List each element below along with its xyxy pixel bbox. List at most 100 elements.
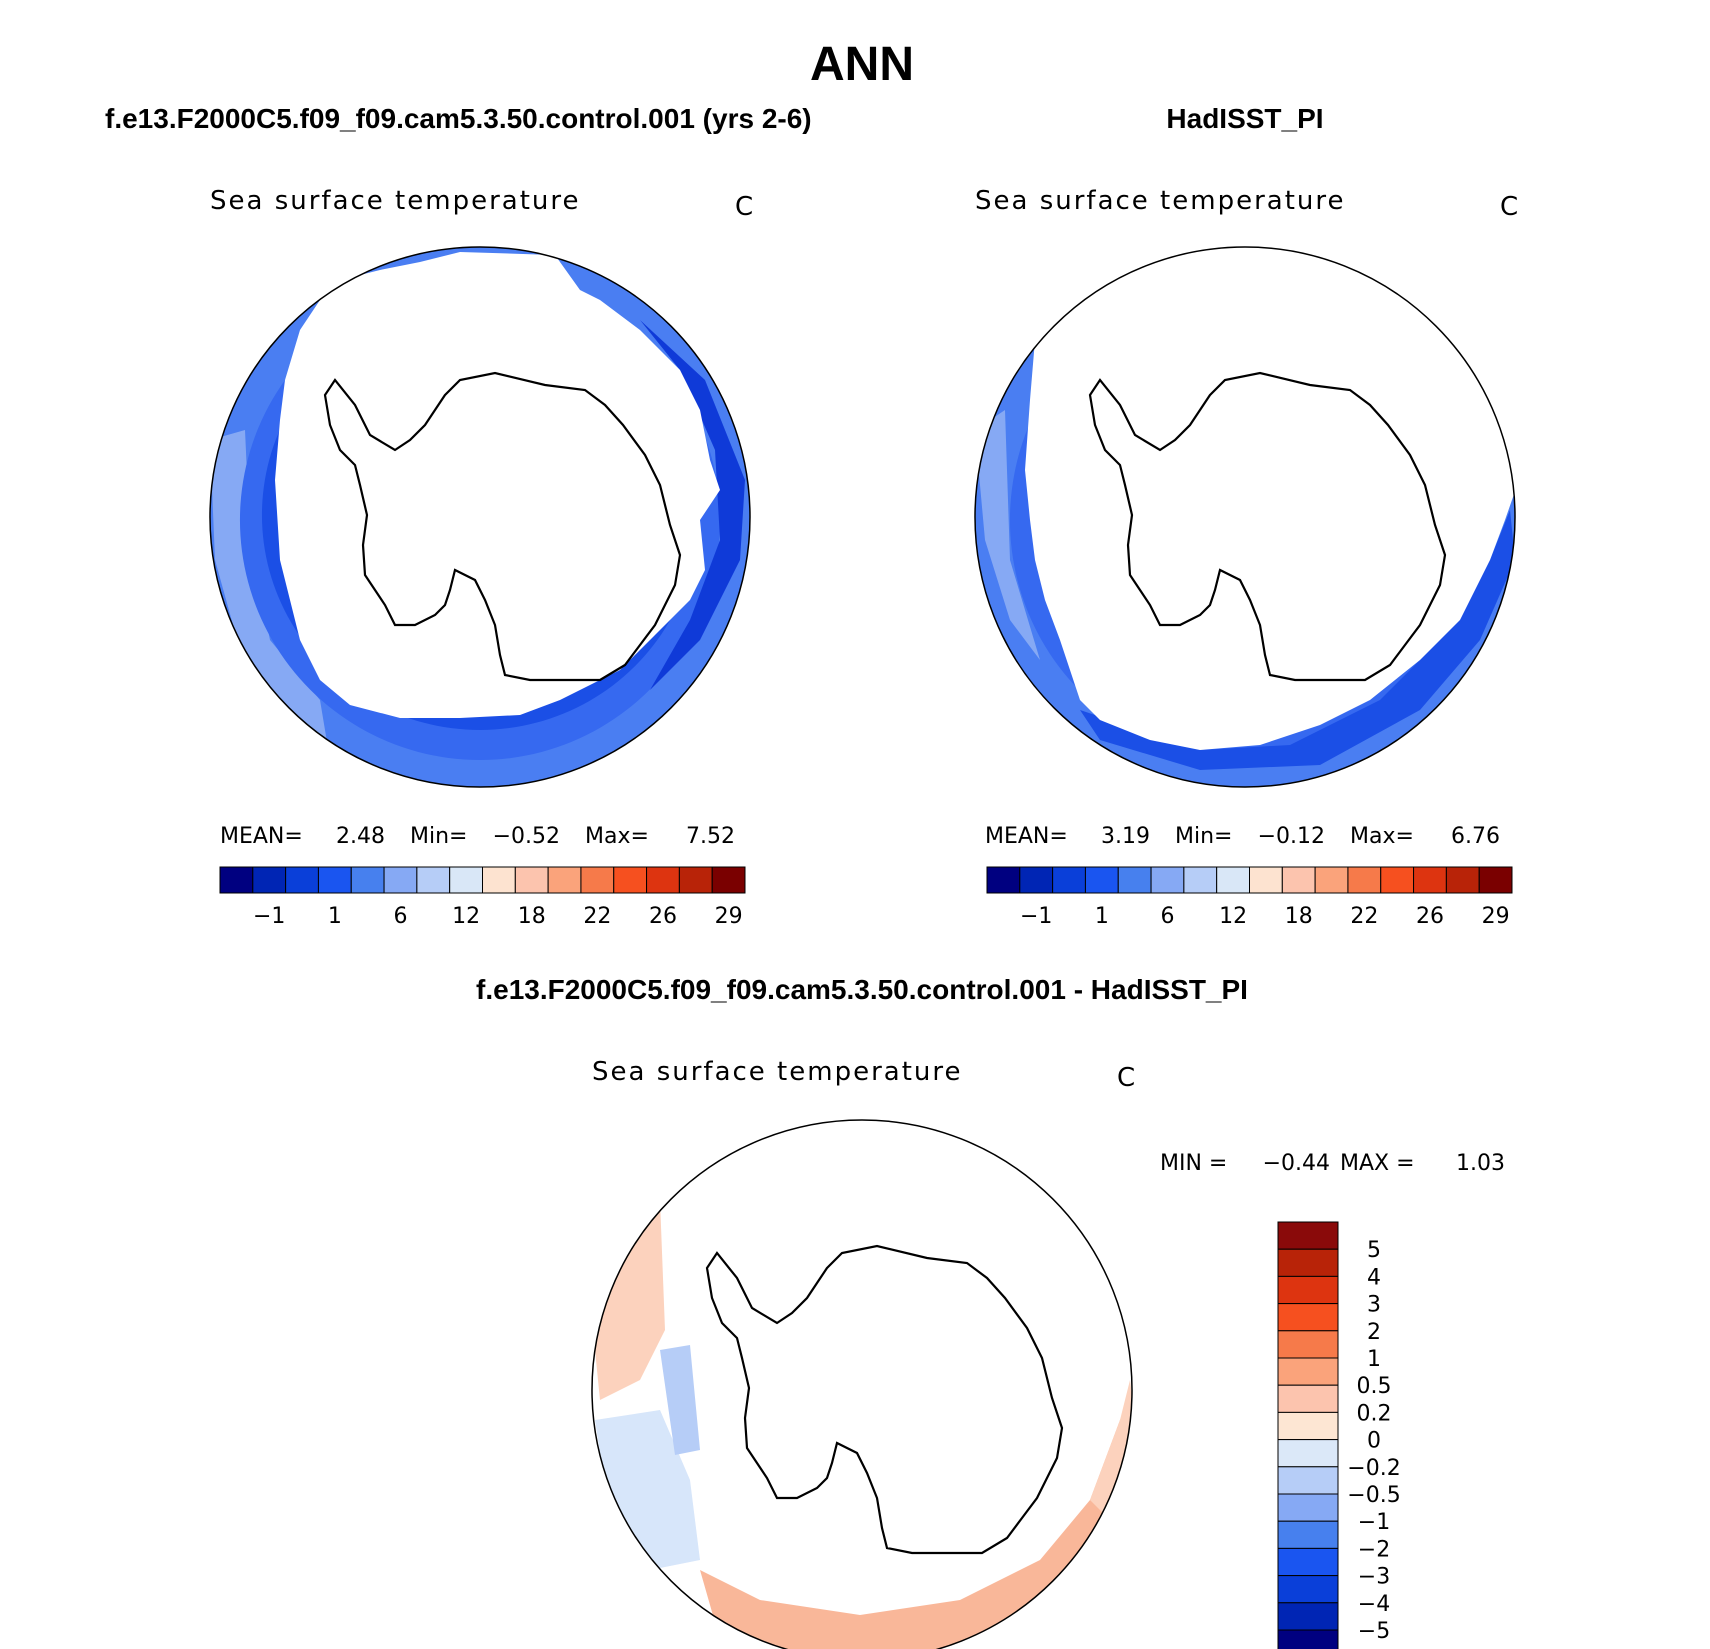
stat-min-label: MIN = (1160, 1151, 1227, 1176)
colorbar-tick-label: −2 (1358, 1537, 1390, 1562)
colorbar-swatch (1277, 1411, 1339, 1441)
colorbar-tick-label: 1 (328, 904, 342, 929)
colorbar-model: −1 1 6 12 18 22 26 29 (219, 866, 746, 929)
stats-row-difference: MIN = −0.44 MAX = 1.03 (1160, 1151, 1505, 1176)
colorbar-swatch (514, 866, 549, 894)
colorbar-swatch (1277, 1602, 1339, 1631)
colorbar-swatch (1281, 866, 1316, 894)
stat-max-label: MAX = (1340, 1151, 1415, 1176)
variable-label-observed: Sea surface temperature (975, 186, 1345, 216)
colorbar-swatch (1277, 1275, 1339, 1305)
colorbar-tick-label: −0.5 (1347, 1483, 1400, 1508)
colorbar-swatch (1150, 866, 1185, 894)
colorbar-tick-label: 29 (715, 904, 743, 929)
colorbar-tick-label: 12 (452, 904, 480, 929)
colorbar-swatch (613, 866, 648, 894)
colorbar-tick-label: 0.5 (1357, 1374, 1392, 1399)
colorbar-tick-label: −1 (1020, 904, 1052, 929)
colorbar-swatch (1277, 1520, 1339, 1549)
colorbar-swatch (1277, 1629, 1339, 1649)
colorbar-swatch (252, 866, 287, 894)
colorbar-tick-label: 18 (518, 904, 546, 929)
colorbar-tick-label: 22 (583, 904, 611, 929)
colorbar-tick-label: −4 (1358, 1592, 1390, 1617)
colorbar-swatch (1277, 1330, 1339, 1359)
colorbar-tick-label: 22 (1350, 904, 1378, 929)
colorbar-swatch (1277, 1439, 1339, 1468)
colorbar-swatch (580, 866, 615, 894)
colorbar-tick-label: 0.2 (1357, 1401, 1392, 1426)
panel-difference: f.e13.F2000C5.f09_f09.cam5.3.50.control.… (476, 974, 1505, 1649)
colorbar-swatch (1277, 1466, 1339, 1495)
colorbar-tick-label: 3 (1367, 1293, 1381, 1318)
colorbar-tick-label: 4 (1367, 1265, 1381, 1290)
edge-ocean-region (640, 320, 745, 690)
stat-min-label: Min= (410, 824, 467, 849)
colorbar-tick-label: 2 (1367, 1320, 1381, 1345)
colorbar-swatch (1084, 866, 1119, 894)
colorbar-observed: −1 1 6 12 18 22 26 29 (986, 866, 1513, 929)
colorbar-swatch (986, 866, 1021, 894)
colorbar-swatch (1277, 1493, 1339, 1522)
colorbar-swatch (219, 866, 254, 894)
stats-row-model: MEAN= 2.48 Min= −0.52 Max= 7.52 (220, 824, 735, 849)
colorbar-tick-label: 12 (1219, 904, 1247, 929)
colorbar-tick-label: 6 (393, 904, 407, 929)
panel-observed: HadISST_PI Sea surface temperature C MEA… (974, 103, 1518, 929)
colorbar-swatch (1277, 1575, 1339, 1604)
colorbar-swatch (1277, 1357, 1339, 1386)
stat-max-value: 7.52 (686, 824, 735, 849)
stat-mean-label: MEAN= (985, 824, 1068, 849)
polar-map-difference (592, 1120, 1132, 1649)
colorbar-swatch (350, 866, 385, 894)
colorbar-swatch (1183, 866, 1218, 894)
colorbar-swatch (711, 866, 746, 894)
colorbar-tick-label: −5 (1358, 1619, 1390, 1644)
colorbar-tick-label: 5 (1367, 1238, 1381, 1263)
stat-min-value: −0.44 (1263, 1151, 1330, 1176)
colorbar-swatch (317, 866, 352, 894)
colorbar-swatch (547, 866, 582, 894)
ocean-background (592, 1120, 1132, 1649)
colorbar-swatch (1277, 1221, 1339, 1250)
stat-mean-value: 2.48 (336, 824, 385, 849)
map-border-observed (974, 246, 1516, 788)
colorbar-swatch (1277, 1303, 1339, 1332)
colorbar-swatch (1019, 866, 1054, 894)
colorbar-tick-label: 29 (1482, 904, 1510, 929)
colorbar-swatch (1478, 866, 1513, 894)
colorbar-swatch (449, 866, 483, 894)
colorbar-swatch (1052, 866, 1086, 894)
units-label-model: C (735, 192, 753, 222)
map-border-model (209, 246, 751, 788)
colorbar-tick-label: 26 (1416, 904, 1444, 929)
colorbar-swatch (1277, 1248, 1339, 1277)
colorbar-tick-label: 1 (1095, 904, 1109, 929)
figure-title: ANN (810, 38, 914, 91)
colorbar-swatch (1380, 866, 1415, 894)
colorbar-swatch (285, 866, 319, 894)
colorbar-tick-label: −3 (1358, 1565, 1390, 1590)
panel-title-difference: f.e13.F2000C5.f09_f09.cam5.3.50.control.… (476, 974, 1248, 1005)
stat-min-value: −0.12 (1258, 824, 1325, 849)
stat-mean-value: 3.19 (1101, 824, 1150, 849)
colorbar-tick-label: −0.2 (1347, 1456, 1400, 1481)
polar-map-observed (975, 247, 1515, 787)
colorbar-swatch (1117, 866, 1152, 894)
stat-max-value: 6.76 (1451, 824, 1500, 849)
colorbar-tick-label: 26 (649, 904, 677, 929)
colorbar-tick-label: 1 (1367, 1347, 1381, 1372)
sea-ice-region (275, 252, 720, 718)
polar-map-model (210, 247, 750, 787)
colorbar-swatch (1445, 866, 1480, 894)
colorbar-swatch (482, 866, 516, 894)
colorbar-tick-label: 18 (1285, 904, 1313, 929)
stat-max-value: 1.03 (1456, 1151, 1505, 1176)
map-border-difference (591, 1119, 1133, 1649)
panel-title-observed: HadISST_PI (1166, 103, 1323, 134)
colorbar-swatch (678, 866, 713, 894)
colorbar-swatch (1216, 866, 1250, 894)
stat-max-label: Max= (585, 824, 649, 849)
variable-label-model: Sea surface temperature (210, 186, 580, 216)
